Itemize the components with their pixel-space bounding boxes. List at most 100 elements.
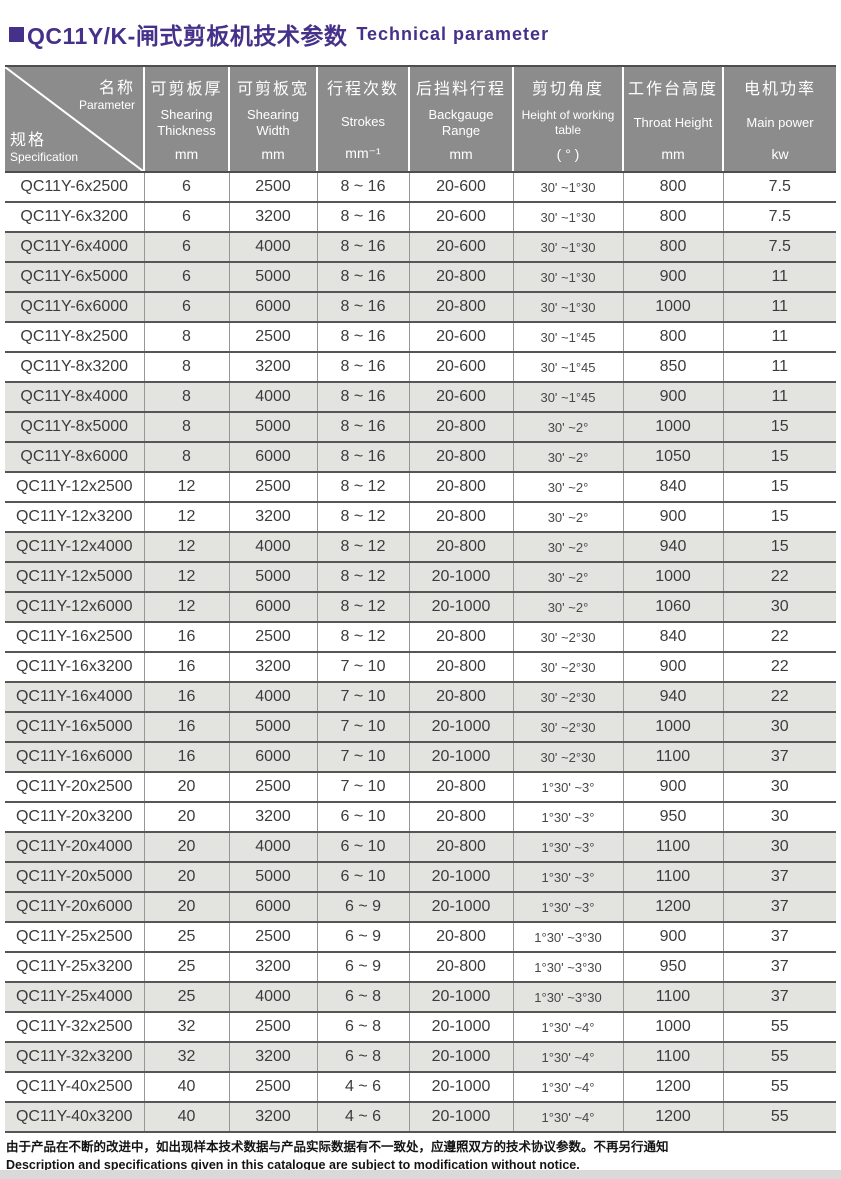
col-en: Height of working table	[521, 108, 615, 137]
value-cell: 7 ~ 10	[316, 652, 409, 683]
value-cell: 30' ~2°30	[512, 712, 623, 743]
value-cell: 8	[143, 382, 229, 413]
value-cell: 8 ~ 12	[316, 592, 409, 623]
value-cell: 20-800	[408, 502, 513, 533]
spec-cell: QC11Y-8x3200	[5, 352, 144, 383]
value-cell: 2500	[228, 922, 317, 953]
col-header-shearing-width: 可剪板宽 Shearing Width mm	[228, 65, 317, 173]
table-row: QC11Y-8x6000 8 6000 8 ~ 16 20-800 30' ~2° 1050…	[5, 442, 836, 473]
value-cell: 5000	[228, 262, 317, 293]
spec-cell: QC11Y-16x3200	[5, 652, 144, 683]
value-cell: 800	[622, 172, 723, 203]
value-cell: 3200	[228, 202, 317, 233]
corner-spec-cn: 规格	[10, 132, 47, 149]
value-cell: 20-800	[408, 682, 513, 713]
value-cell: 16	[143, 682, 229, 713]
value-cell: 8 ~ 12	[316, 622, 409, 653]
value-cell: 20-1000	[408, 742, 513, 773]
table-row: QC11Y-40x2500 40 2500 4 ~ 6 20-1000 1°30' ~4°…	[5, 1072, 836, 1103]
value-cell: 1°30' ~4°	[512, 1042, 623, 1073]
table-row: QC11Y-12x3200 12 3200 8 ~ 12 20-800 30' ~2° 90…	[5, 502, 836, 533]
value-cell: 800	[622, 202, 723, 233]
value-cell: 30' ~2°	[512, 592, 623, 623]
spec-cell: QC11Y-20x5000	[5, 862, 144, 893]
value-cell: 8 ~ 12	[316, 532, 409, 563]
table-row: QC11Y-8x3200 8 3200 8 ~ 16 20-600 30' ~1°45 85…	[5, 352, 836, 383]
col-unit: mm	[261, 146, 285, 162]
value-cell: 20-1000	[408, 592, 513, 623]
value-cell: 15	[722, 412, 836, 443]
value-cell: 15	[722, 532, 836, 563]
table-row: QC11Y-16x5000 16 5000 7 ~ 10 20-1000 30' ~2°3…	[5, 712, 836, 743]
value-cell: 6 ~ 10	[316, 862, 409, 893]
table-row: QC11Y-6x3200 6 3200 8 ~ 16 20-600 30' ~1°30 80…	[5, 202, 836, 233]
col-cn: 可剪板厚	[150, 81, 223, 98]
value-cell: 12	[143, 562, 229, 593]
value-cell: 900	[622, 652, 723, 683]
value-cell: 12	[143, 472, 229, 503]
value-cell: 15	[722, 472, 836, 503]
table-row: QC11Y-12x2500 12 2500 8 ~ 12 20-800 30' ~2° 84…	[5, 472, 836, 503]
value-cell: 800	[622, 232, 723, 263]
value-cell: 8 ~ 16	[316, 262, 409, 293]
value-cell: 22	[722, 682, 836, 713]
value-cell: 5000	[228, 862, 317, 893]
value-cell: 32	[143, 1012, 229, 1043]
value-cell: 8 ~ 16	[316, 322, 409, 353]
col-unit: mm	[449, 146, 473, 162]
table-row: QC11Y-32x3200 32 3200 6 ~ 8 20-1000 1°30' ~4°…	[5, 1042, 836, 1073]
value-cell: 30' ~2°30	[512, 682, 623, 713]
value-cell: 840	[622, 622, 723, 653]
value-cell: 25	[143, 952, 229, 983]
value-cell: 2500	[228, 172, 317, 203]
value-cell: 4000	[228, 532, 317, 563]
page-bottom-band	[0, 1170, 841, 1179]
value-cell: 1000	[622, 412, 723, 443]
value-cell: 3200	[228, 952, 317, 983]
value-cell: 850	[622, 352, 723, 383]
value-cell: 3200	[228, 502, 317, 533]
col-cn: 电机功率	[743, 81, 816, 98]
value-cell: 1200	[622, 1072, 723, 1103]
value-cell: 20-800	[408, 442, 513, 473]
table-row: QC11Y-16x2500 16 2500 8 ~ 12 20-800 30' ~2°30…	[5, 622, 836, 653]
value-cell: 30' ~2°	[512, 412, 623, 443]
value-cell: 6 ~ 10	[316, 832, 409, 863]
col-header-throat-height: 工作台高度 Throat Height mm	[622, 65, 723, 173]
value-cell: 6 ~ 9	[316, 892, 409, 923]
table-row: QC11Y-32x2500 32 2500 6 ~ 8 20-1000 1°30' ~4°…	[5, 1012, 836, 1043]
col-en: Shearing Width	[246, 107, 300, 138]
value-cell: 37	[722, 892, 836, 923]
corner-parameter-label: 名称 Parameter	[10, 74, 135, 112]
value-cell: 1°30' ~3°	[512, 772, 623, 803]
footer-note: 由于产品在不断的改进中，如出现样本技术数据与产品实际数据有不一致处，应遵照双方的…	[6, 1139, 841, 1174]
value-cell: 20-600	[408, 232, 513, 263]
value-cell: 15	[722, 502, 836, 533]
spec-cell: QC11Y-12x6000	[5, 592, 144, 623]
value-cell: 3200	[228, 1042, 317, 1073]
value-cell: 8 ~ 12	[316, 472, 409, 503]
value-cell: 8 ~ 16	[316, 202, 409, 233]
value-cell: 16	[143, 652, 229, 683]
value-cell: 20-800	[408, 262, 513, 293]
value-cell: 7 ~ 10	[316, 712, 409, 743]
value-cell: 30' ~1°45	[512, 352, 623, 383]
page-title: QC11Y/K-闸式剪板机技术参数 Technical parameter	[0, 0, 841, 51]
value-cell: 1°30' ~3°	[512, 892, 623, 923]
col-header-main-power: 电机功率 Main power kw	[722, 65, 836, 173]
value-cell: 6	[143, 292, 229, 323]
value-cell: 20	[143, 802, 229, 833]
table-row: QC11Y-6x4000 6 4000 8 ~ 16 20-600 30' ~1°30 80…	[5, 232, 836, 263]
value-cell: 8 ~ 16	[316, 172, 409, 203]
page-title-en: Technical parameter	[356, 23, 550, 44]
value-cell: 20-800	[408, 292, 513, 323]
value-cell: 4 ~ 6	[316, 1102, 409, 1133]
value-cell: 8	[143, 352, 229, 383]
value-cell: 11	[722, 292, 836, 323]
value-cell: 7.5	[722, 232, 836, 263]
value-cell: 30' ~2°	[512, 532, 623, 563]
spec-cell: QC11Y-12x5000	[5, 562, 144, 593]
value-cell: 30	[722, 772, 836, 803]
value-cell: 2500	[228, 622, 317, 653]
spec-cell: QC11Y-6x6000	[5, 292, 144, 323]
